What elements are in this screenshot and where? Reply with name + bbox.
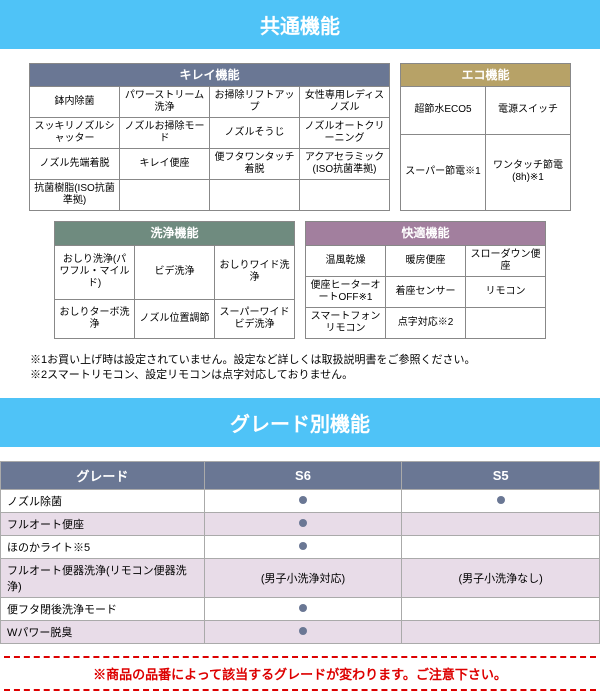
grade-header: S5: [402, 461, 600, 489]
feature-cell: ビデ洗浄: [135, 245, 215, 299]
feature-cell: 温風乾燥: [306, 245, 386, 276]
note-2: ※2スマートリモコン、設定リモコンは点字対応しておりません。: [30, 368, 570, 383]
grade-cell: (男子小洗浄なし): [402, 558, 600, 597]
grade-row-label: ほのかライト※5: [1, 535, 205, 558]
dot-icon: [497, 496, 505, 504]
feature-cell: [120, 180, 210, 211]
feature-table-header: 洗浄機能: [55, 222, 295, 245]
grade-row-label: フルオート便座: [1, 512, 205, 535]
grade-cell: [402, 597, 600, 620]
feature-cell: 点字対応※2: [386, 307, 466, 338]
feature-cell: 電源スイッチ: [486, 87, 571, 134]
feature-cell: 便座ヒーターオートOFF※1: [306, 276, 386, 307]
grade-row-label: フルオート便器洗浄(リモコン便器洗浄): [1, 558, 205, 597]
table-eco: エコ機能超節水ECO5電源スイッチスーパー節電※1ワンタッチ節電(8h)※1: [400, 63, 571, 211]
grade-cell: [402, 535, 600, 558]
feature-cell: おしりワイド洗浄: [215, 245, 295, 299]
notes: ※1お買い上げ時は設定されていません。設定など詳しくは取扱説明書をご参照ください…: [0, 349, 600, 398]
grade-header: グレード: [1, 461, 205, 489]
table-kaiteki: 快適機能温風乾燥暖房便座スローダウン便座便座ヒーターオートOFF※1着座センサー…: [305, 221, 546, 338]
grade-row-label: ノズル除菌: [1, 489, 205, 512]
table-senjo: 洗浄機能おしり洗浄(パワフル・マイルド)ビデ洗浄おしりワイド洗浄おしりターボ洗浄…: [54, 221, 295, 338]
feature-cell: ノズルお掃除モード: [120, 118, 210, 149]
feature-table-header: キレイ機能: [30, 64, 390, 87]
feature-cell: スローダウン便座: [466, 245, 546, 276]
feature-cell: リモコン: [466, 276, 546, 307]
feature-table-header: 快適機能: [306, 222, 546, 245]
feature-cell: ノズル位置調節: [135, 299, 215, 338]
feature-cell: 女性専用レディスノズル: [300, 87, 390, 118]
grade-cell: [204, 512, 402, 535]
row-senjo-kaiteki: 洗浄機能おしり洗浄(パワフル・マイルド)ビデ洗浄おしりワイド洗浄おしりターボ洗浄…: [0, 221, 600, 338]
section-common-title: 共通機能: [0, 0, 600, 49]
feature-cell: スッキリノズルシャッター: [30, 118, 120, 149]
dot-icon: [299, 604, 307, 612]
feature-cell: 暖房便座: [386, 245, 466, 276]
feature-cell: 便フタワンタッチ着脱: [210, 149, 300, 180]
grade-cell: [204, 489, 402, 512]
feature-cell: 鉢内除菌: [30, 87, 120, 118]
grade-cell: [402, 512, 600, 535]
dot-icon: [299, 627, 307, 635]
feature-cell: スーパーワイドビデ洗浄: [215, 299, 295, 338]
feature-cell: 着座センサー: [386, 276, 466, 307]
feature-cell: ワンタッチ節電(8h)※1: [486, 134, 571, 211]
table-kirei: キレイ機能鉢内除菌パワーストリーム洗浄お掃除リフトアップ女性専用レディスノズルス…: [29, 63, 390, 211]
feature-cell: おしりターボ洗浄: [55, 299, 135, 338]
grade-cell: [402, 489, 600, 512]
grade-row-label: Wパワー脱臭: [1, 620, 205, 643]
feature-cell: [210, 180, 300, 211]
grade-cell: [402, 620, 600, 643]
grade-cell: [204, 597, 402, 620]
grade-header: S6: [204, 461, 402, 489]
feature-cell: おしり洗浄(パワフル・マイルド): [55, 245, 135, 299]
feature-cell: パワーストリーム洗浄: [120, 87, 210, 118]
feature-table-header: エコ機能: [401, 64, 571, 87]
dot-icon: [299, 519, 307, 527]
dot-icon: [299, 542, 307, 550]
dot-icon: [299, 496, 307, 504]
row-kirei-eco: キレイ機能鉢内除菌パワーストリーム洗浄お掃除リフトアップ女性専用レディスノズルス…: [0, 63, 600, 211]
grade-cell: [204, 620, 402, 643]
feature-cell: ノズルオートクリーニング: [300, 118, 390, 149]
grade-cell: (男子小洗浄対応): [204, 558, 402, 597]
section-grade-title: グレード別機能: [0, 398, 600, 447]
feature-cell: 超節水ECO5: [401, 87, 486, 134]
feature-cell: [466, 307, 546, 338]
table-grade: グレードS6S5 ノズル除菌フルオート便座ほのかライト※5フルオート便器洗浄(リモ…: [0, 461, 600, 644]
feature-cell: お掃除リフトアップ: [210, 87, 300, 118]
feature-cell: スーパー節電※1: [401, 134, 486, 211]
feature-cell: 抗菌樹脂(ISO抗菌準拠): [30, 180, 120, 211]
feature-cell: [300, 180, 390, 211]
note-1: ※1お買い上げ時は設定されていません。設定など詳しくは取扱説明書をご参照ください…: [30, 353, 570, 368]
feature-cell: スマートフォンリモコン: [306, 307, 386, 338]
feature-cell: ノズル先端着脱: [30, 149, 120, 180]
grade-cell: [204, 535, 402, 558]
feature-cell: キレイ便座: [120, 149, 210, 180]
feature-cell: ノズルそうじ: [210, 118, 300, 149]
feature-cell: アクアセラミック(ISO抗菌準拠): [300, 149, 390, 180]
warning-text: ※商品の品番によって該当するグレードが変わります。ご注意下さい。: [4, 656, 596, 691]
grade-row-label: 便フタ閉後洗浄モード: [1, 597, 205, 620]
